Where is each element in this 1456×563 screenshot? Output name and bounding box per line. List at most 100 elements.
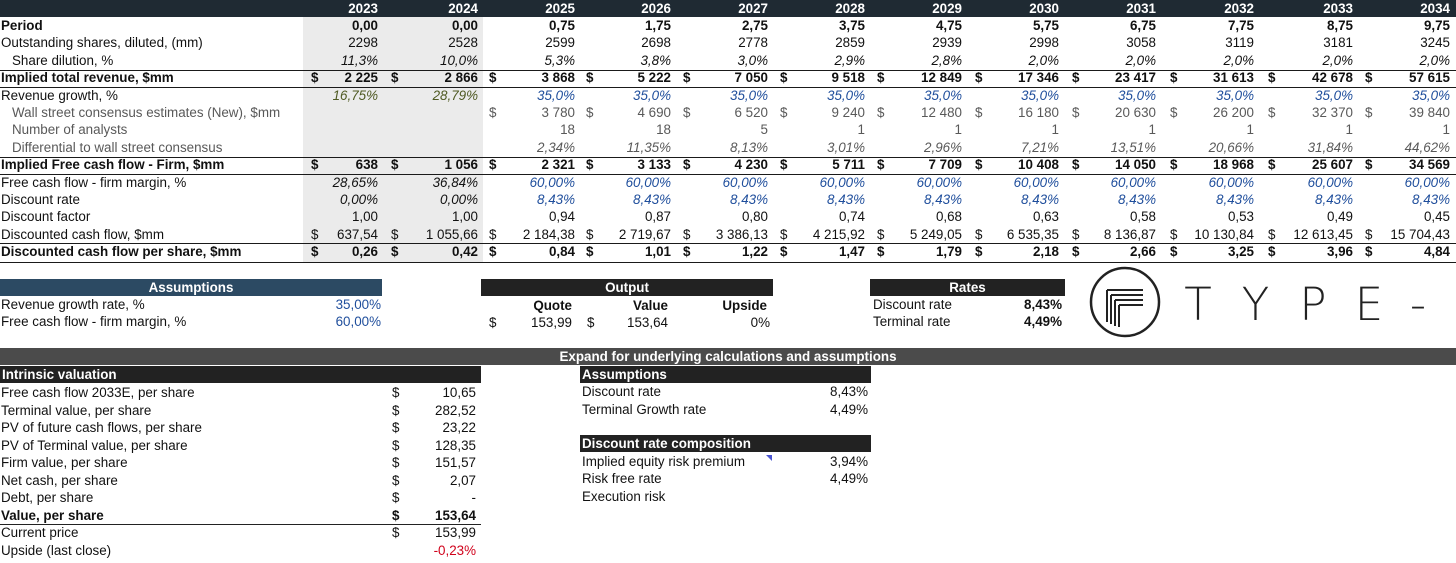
intrinsic-value: 128,35 xyxy=(435,437,476,453)
table-cell: 32 370 xyxy=(1312,105,1353,120)
currency-symbol: $ xyxy=(489,244,497,260)
currency-symbol: $ xyxy=(1365,157,1373,173)
row-label: Discounted cash flow per share, $mm xyxy=(1,244,242,260)
row-label: Share dilution, % xyxy=(12,52,114,68)
discount-comp-label: Execution risk xyxy=(582,489,666,504)
currency-symbol: $ xyxy=(1170,226,1178,242)
intrinsic-label: Current price xyxy=(1,525,79,540)
table-cell xyxy=(288,139,378,156)
brand-letter: P xyxy=(1299,278,1327,331)
table-cell: 18 xyxy=(656,122,671,138)
table-cell: 8,13% xyxy=(730,139,768,155)
currency-symbol: $ xyxy=(1072,226,1080,242)
assumption-label: Revenue growth rate, % xyxy=(1,297,145,312)
table-cell: 1 xyxy=(954,122,962,138)
intrinsic-label: Firm value, per share xyxy=(1,455,128,470)
currency-symbol: $ xyxy=(975,244,983,260)
table-cell: 2778 xyxy=(738,35,768,51)
currency-symbol: $ xyxy=(392,402,400,418)
year-header: 2023 xyxy=(348,1,378,16)
table-cell: 35,0% xyxy=(1216,87,1254,103)
row-label: Revenue growth, % xyxy=(1,87,118,103)
comment-marker-icon[interactable] xyxy=(766,455,772,461)
table-cell: 44,62% xyxy=(1404,139,1450,155)
table-cell: 31 613 xyxy=(1213,70,1254,86)
row-label: Implied total revenue, $mm xyxy=(1,70,174,86)
currency-symbol: $ xyxy=(780,105,788,120)
table-cell: 8 136,87 xyxy=(1103,226,1156,242)
currency-symbol: $ xyxy=(489,105,497,120)
table-cell: 60,00% xyxy=(529,174,575,190)
table-cell: 4 215,92 xyxy=(812,226,865,242)
revenue-growth-input[interactable]: 35,00% xyxy=(335,297,381,312)
table-cell: 1 xyxy=(1345,122,1353,138)
table-cell: 0,45 xyxy=(1423,209,1450,225)
row-divider xyxy=(0,262,1456,263)
table-cell xyxy=(288,121,378,138)
terminal-rate-value: 4,49% xyxy=(1024,314,1062,329)
currency-symbol: $ xyxy=(1072,105,1080,120)
intrinsic-value: 282,52 xyxy=(435,402,476,418)
row-label: Wall street consensus estimates (New), $… xyxy=(12,105,281,120)
table-cell: 60,00% xyxy=(916,174,962,190)
currency-symbol: $ xyxy=(975,226,983,242)
table-cell: 8,43% xyxy=(1315,192,1353,207)
brand-letter: - xyxy=(1409,278,1427,331)
brand-letter: E xyxy=(1354,278,1384,331)
table-cell: 10,0% xyxy=(440,52,478,68)
table-cell: 39 840 xyxy=(1409,105,1450,120)
currency-symbol: $ xyxy=(392,490,400,505)
currency-symbol: $ xyxy=(1268,70,1276,86)
table-cell: 10 408 xyxy=(1018,157,1059,173)
currency-symbol: $ xyxy=(311,70,319,86)
table-cell xyxy=(388,139,478,156)
currency-symbol: $ xyxy=(391,244,399,260)
table-cell: 2 184,38 xyxy=(522,226,575,242)
calc-discount-rate: 8,43% xyxy=(830,384,868,399)
calc-assumption-label: Terminal Growth rate xyxy=(582,402,707,417)
year-header: 2024 xyxy=(448,1,478,16)
table-cell: 2,0% xyxy=(1223,52,1254,68)
row-label: Differential to wall street consensus xyxy=(12,139,223,155)
table-cell: 0,74 xyxy=(838,209,865,225)
table-cell: 2528 xyxy=(448,35,478,51)
output-col-upside: Upside xyxy=(722,298,767,313)
expand-bar[interactable]: Expand for underlying calculations and a… xyxy=(0,348,1456,365)
brand-wordmark: T Y P E - F xyxy=(1176,278,1456,331)
table-cell: 8,43% xyxy=(1412,192,1450,207)
table-cell: 2859 xyxy=(835,35,865,51)
currency-symbol: $ xyxy=(311,244,319,260)
intrinsic-value: 10,65 xyxy=(442,385,476,400)
brand-letter: F xyxy=(1447,278,1456,331)
table-cell: 42 678 xyxy=(1312,70,1353,86)
table-cell: 2,96% xyxy=(924,139,962,155)
table-cell: 16 180 xyxy=(1018,105,1059,120)
table-cell: 2,9% xyxy=(834,52,865,68)
table-cell: 11,35% xyxy=(626,139,671,155)
table-cell: 26 200 xyxy=(1213,105,1254,120)
table-cell: 60,00% xyxy=(625,174,671,190)
year-header: 2027 xyxy=(738,1,768,16)
table-cell xyxy=(388,121,478,138)
table-cell: 1 xyxy=(1051,122,1059,138)
intrinsic-value: 153,99 xyxy=(435,525,476,540)
currency-symbol: $ xyxy=(391,157,399,173)
table-cell: 637,54 xyxy=(337,226,378,242)
table-cell: 14 050 xyxy=(1115,157,1156,173)
row-divider xyxy=(0,174,1456,175)
calc-assumption-label: Discount rate xyxy=(582,384,661,399)
currency-symbol: $ xyxy=(1170,244,1178,260)
table-cell: 1,00 xyxy=(351,209,378,225)
output-value: 153,64 xyxy=(627,315,668,330)
currency-symbol: $ xyxy=(586,244,594,260)
table-cell: 2998 xyxy=(1029,35,1059,51)
table-cell: 23 417 xyxy=(1115,70,1156,86)
currency-symbol: $ xyxy=(1170,70,1178,86)
brand-letter: Y xyxy=(1241,278,1270,331)
discount-comp-header: Discount rate composition xyxy=(580,435,871,452)
fcf-margin-input[interactable]: 60,00% xyxy=(335,314,381,329)
table-cell: 60,00% xyxy=(1013,174,1059,190)
intrinsic-label: Free cash flow 2033E, per share xyxy=(1,385,195,400)
table-cell: 3,75 xyxy=(838,18,865,33)
table-cell: 3,96 xyxy=(1326,244,1353,260)
